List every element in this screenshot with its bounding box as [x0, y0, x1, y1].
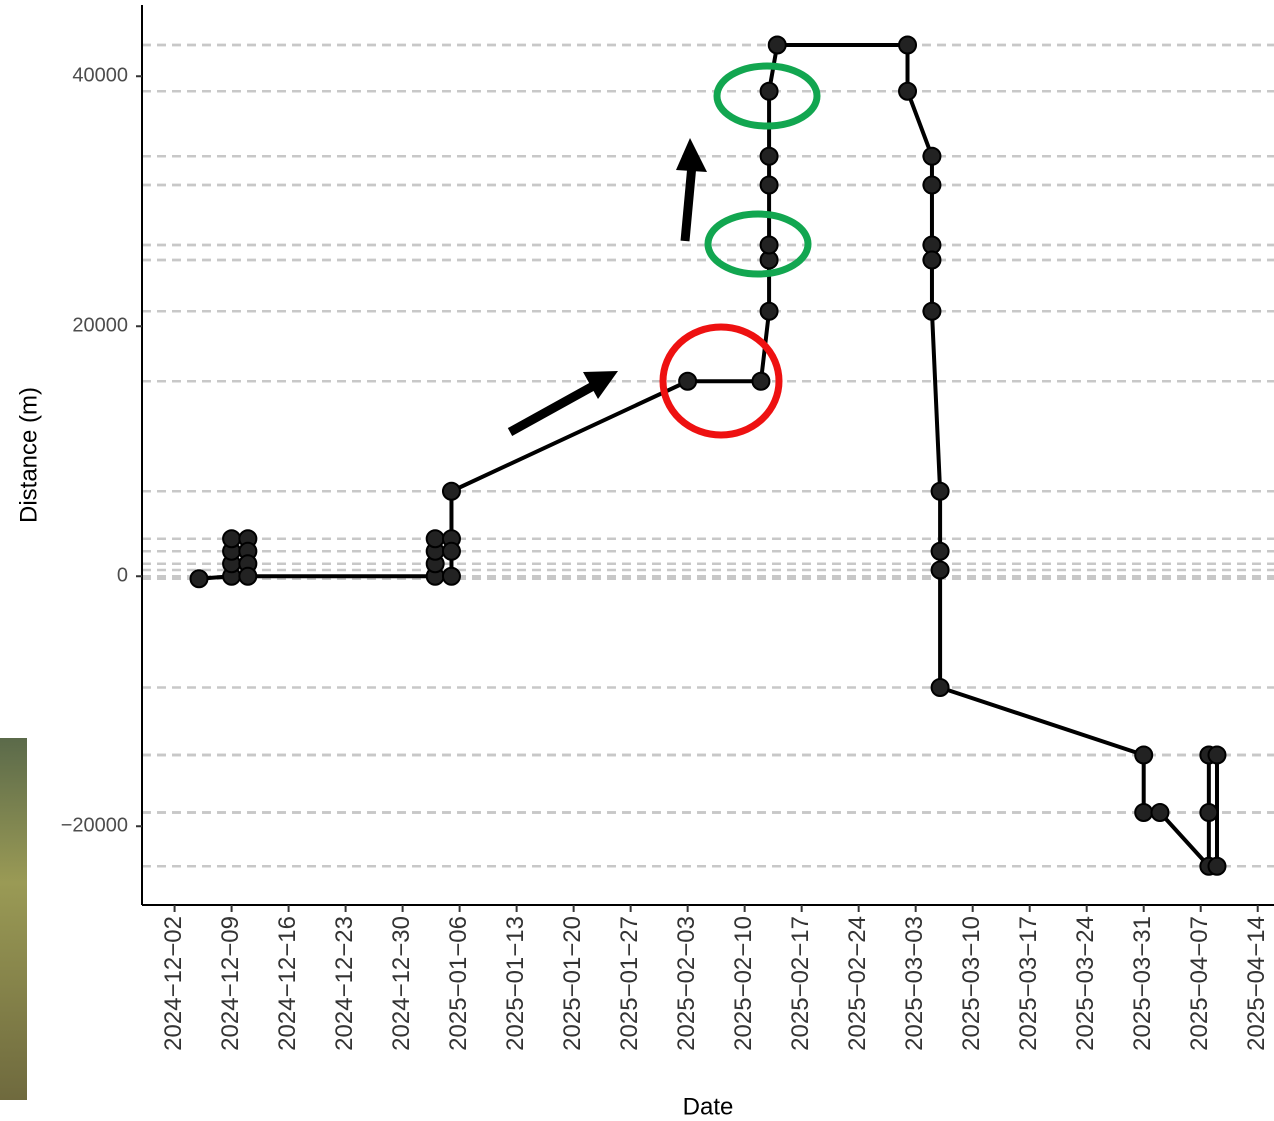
arrow-head [676, 138, 707, 172]
photo-fragment [0, 738, 27, 1100]
x-tick-label: 2024−12−02 [160, 916, 187, 1051]
y-axis-title: Distance (m) [15, 387, 42, 523]
data-point [922, 301, 942, 321]
x-tick-label: 2025−04−07 [1186, 916, 1213, 1051]
arrow-shaft [507, 381, 598, 436]
data-point [759, 235, 779, 255]
data-point [930, 541, 950, 561]
data-point [1199, 803, 1219, 822]
data-point [751, 371, 771, 391]
data-point [759, 301, 779, 321]
data-point [1207, 745, 1227, 765]
x-tick-label: 2025−02−24 [844, 916, 871, 1051]
data-point [930, 678, 950, 697]
x-tick-label: 2025−01−20 [559, 916, 586, 1051]
plot-area [142, 35, 1274, 876]
data-point [759, 175, 779, 195]
data-point [922, 146, 942, 166]
data-point [930, 481, 950, 501]
data-point [222, 529, 242, 549]
data-point [759, 81, 779, 101]
y-tick-label: 40000 [72, 65, 128, 87]
annotations [507, 62, 821, 439]
x-tick-label: 2024−12−16 [274, 916, 301, 1051]
arrow-shaft [680, 164, 697, 242]
data-point [1134, 745, 1154, 765]
x-tick-label: 2025−03−17 [1015, 916, 1042, 1051]
data-point [189, 569, 209, 589]
x-tick-label: 2025−02−17 [787, 916, 814, 1051]
data-point [930, 560, 950, 580]
data-point [922, 250, 942, 270]
data-line [198, 43, 1219, 869]
arrow-head [583, 371, 618, 399]
data-point [898, 35, 918, 55]
data-point [678, 371, 698, 391]
x-tick-label: 2025−02−03 [673, 916, 700, 1051]
y-tick-label: 20000 [72, 315, 128, 337]
y-tick-label: −20000 [61, 815, 128, 837]
data-point [238, 566, 258, 586]
green-ellipse [704, 210, 812, 278]
data-point [767, 35, 787, 55]
y-tick-label: 0 [117, 565, 128, 587]
data-point [898, 81, 918, 101]
green-ellipse [713, 62, 821, 130]
data-point [759, 146, 779, 166]
x-tick-label: 2024−12−09 [217, 916, 244, 1051]
data-point [425, 529, 445, 549]
data-point [441, 541, 461, 561]
x-axis-title: Date [683, 1093, 734, 1120]
x-tick-label: 2025−03−24 [1072, 916, 1099, 1051]
x-tick-label: 2025−03−03 [901, 916, 928, 1051]
data-point [1150, 803, 1170, 822]
x-tick-label: 2025−03−31 [1129, 916, 1156, 1051]
x-tick-label: 2025−02−10 [730, 916, 757, 1051]
data-point [441, 481, 461, 501]
x-tick-label: 2025−03−10 [958, 916, 985, 1051]
x-tick-label: 2024−12−30 [388, 916, 415, 1051]
x-tick-label: 2025−04−14 [1243, 916, 1270, 1051]
data-point [922, 175, 942, 195]
red-circle [659, 323, 783, 439]
x-tick-label: 2025−01−27 [616, 916, 643, 1051]
data-point [441, 566, 461, 586]
x-tick-label: 2025−01−06 [445, 916, 472, 1051]
data-point [1207, 856, 1227, 876]
x-tick-label: 2024−12−23 [331, 916, 358, 1051]
x-tick-label: 2025−01−13 [502, 916, 529, 1051]
data-point [1134, 803, 1154, 822]
